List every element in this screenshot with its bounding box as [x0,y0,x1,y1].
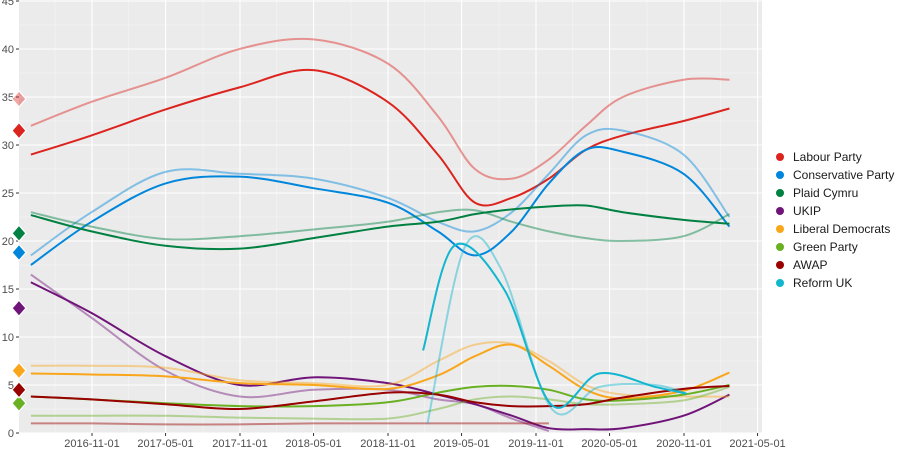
legend-key-icon [776,153,784,161]
legend-item-ukip: UKIP [776,202,894,220]
trend-line-awap [30,384,730,411]
marker-plaid-cymru [11,224,27,243]
y-tick-label: 35 [2,92,14,104]
y-tick-label: 25 [2,188,14,200]
trend-line-green-party [30,384,730,408]
x-tick-label: 2019-11-01 [508,438,563,450]
trend-line-conservative-party [30,146,731,266]
x-tick-label: 2020-11-01 [656,438,711,450]
marker-conservative-party [11,243,27,262]
marker-light-labour-party [11,90,27,108]
trend-line-reform-uk [422,242,687,409]
y-tick-label: 20 [2,236,14,248]
marker-awap [11,380,27,399]
legend-item-conservative-party: Conservative Party [776,166,894,184]
y-tick-label: 45 [2,0,14,8]
legend-label: Green Party [793,240,858,254]
legend-key-icon [776,207,784,215]
trend-line-light-awap [30,422,549,426]
legend-item-awap: AWAP [776,256,894,274]
trend-line-light-plaid-cymru [30,208,730,243]
trend-line-light-liberal-democrats [30,341,730,398]
trend-line-light-labour-party [30,37,730,181]
marker-green-party [11,394,27,413]
y-tick-label: 10 [2,332,14,344]
marker-ukip [11,299,27,318]
legend-item-reform-uk: Reform UK [776,274,894,292]
legend-label: Plaid Cymru [793,186,859,200]
x-tick-label: 2019-05-01 [433,438,489,450]
legend-key-icon [776,243,784,251]
legend-label: Conservative Party [793,168,895,182]
legend-item-plaid-cymru: Plaid Cymru [776,184,894,202]
y-tick-label: 40 [2,44,14,56]
y-tick-label: 5 [8,380,14,392]
legend-key-icon [776,279,784,287]
legend: Labour Party Conservative Party Plaid Cymr… [776,148,894,292]
legend-item-liberal-democrats: Liberal Democrats [776,220,894,238]
x-tick-label: 2017-11-01 [212,438,267,450]
y-tick-label: 0 [8,428,14,440]
legend-label: AWAP [793,258,828,272]
y-tick-label: 15 [2,284,14,296]
legend-key-icon [776,225,784,233]
legend-item-labour-party: Labour Party [776,148,894,166]
trend-line-light-green-party [30,385,730,421]
legend-label: Reform UK [793,276,853,290]
x-tick-label: 2018-11-01 [360,438,415,450]
legend-item-green-party: Green Party [776,238,894,256]
y-tick-label: 30 [2,140,14,152]
marker-labour-party [11,121,27,140]
legend-key-icon [776,189,784,197]
trend-line-light-conservative-party [30,127,731,257]
x-tick-label: 2017-05-01 [137,438,193,450]
legend-label: Labour Party [793,150,862,164]
trend-line-plaid-cymru [30,204,730,251]
legend-key-icon [776,261,784,269]
x-tick-label: 2016-11-01 [64,438,119,450]
x-tick-label: 2020-05-01 [581,438,637,450]
x-tick-label: 2021-05-01 [729,438,785,450]
trend-line-labour-party [30,68,730,207]
x-tick-label: 2018-05-01 [285,438,341,450]
legend-label: UKIP [793,204,822,218]
legend-label: Liberal Democrats [793,222,891,236]
marker-liberal-democrats [11,361,27,380]
legend-key-icon [776,171,784,179]
